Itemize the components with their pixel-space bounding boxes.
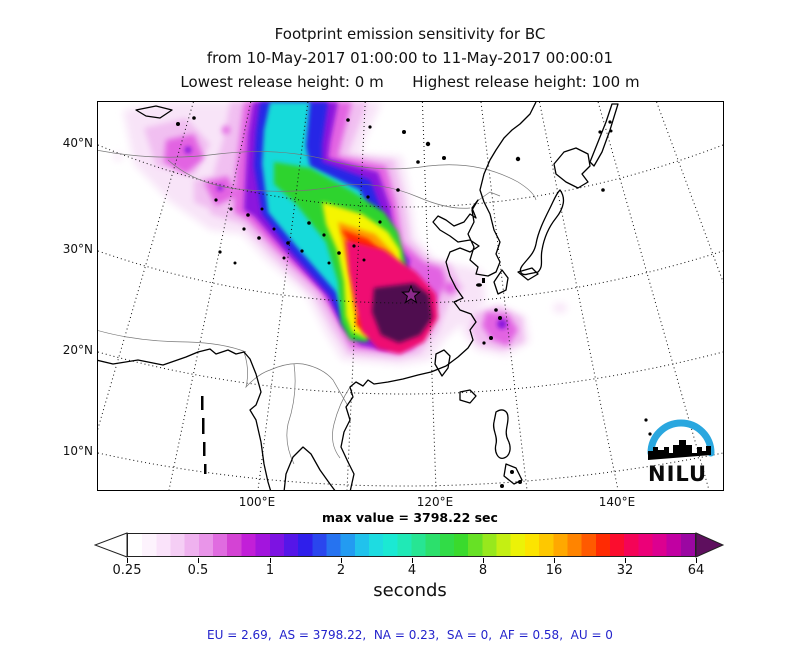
nilu-logo: NILU — [647, 419, 715, 486]
lat-tick-label: 10°N — [62, 444, 93, 458]
lon-tick-label: 120°E — [416, 495, 454, 509]
colorbar-under-arrow — [94, 532, 128, 558]
colorbar-unit-label: seconds — [373, 580, 447, 601]
lon-tick-label: 140°E — [598, 495, 636, 509]
colorbar-tick-value: 0.5 — [187, 563, 209, 578]
plume-field — [114, 102, 567, 365]
map-plot-area: NILU — [97, 101, 724, 491]
figure-subtitle-timerange: from 10-May-2017 01:00:00 to 11-May-2017… — [206, 49, 614, 67]
region-stats-line: EU = 2.69, AS = 3798.22, NA = 0.23, SA =… — [207, 628, 613, 642]
colorbar-tick-mark — [412, 558, 413, 563]
max-value-label: max value = 3798.22 sec — [322, 510, 498, 525]
colorbar-tick-value: 0.25 — [112, 563, 142, 578]
colorbar-tick-value: 2 — [336, 563, 346, 578]
map-svg: NILU — [98, 102, 723, 490]
country-borders — [98, 150, 537, 465]
colorbar-tick-value: 4 — [407, 563, 417, 578]
colorbar-tick-value: 1 — [265, 563, 275, 578]
colorbar-tick-mark — [270, 558, 271, 563]
release-point-star-icon — [401, 284, 421, 304]
colorbar-tick-value: 16 — [545, 563, 563, 578]
colorbar-gradient — [127, 533, 696, 557]
nilu-logo-skyline-icon — [648, 440, 711, 460]
lat-tick-label: 30°N — [62, 242, 93, 256]
colorbar-tick-mark — [554, 558, 555, 563]
colorbar-tick-mark — [341, 558, 342, 563]
colorbar-tick-mark — [483, 558, 484, 563]
colorbar-tick-value: 64 — [687, 563, 705, 578]
colorbar-tick-mark — [198, 558, 199, 563]
small-islands-and-lakes — [176, 116, 652, 488]
figure-title-block: Footprint emission sensitivity for BC fr… — [20, 22, 800, 94]
colorbar-tick-mark — [127, 558, 128, 563]
colorbar-tick-mark — [696, 558, 697, 563]
coastlines — [98, 102, 619, 490]
colorbar-tick-mark — [625, 558, 626, 563]
nilu-logo-text: NILU — [648, 462, 707, 486]
lat-tick-label: 20°N — [62, 343, 93, 357]
colorbar-over-arrow — [695, 532, 725, 558]
lat-tick-label: 40°N — [62, 136, 93, 150]
figure-subtitle-heights: Lowest release height: 0 m Highest relea… — [180, 73, 640, 91]
colorbar-tick-value: 32 — [616, 563, 634, 578]
nilu-logo-arc-icon — [647, 419, 715, 457]
colorbar-tick-value: 8 — [478, 563, 488, 578]
lon-tick-label: 100°E — [238, 495, 276, 509]
figure-title: Footprint emission sensitivity for BC — [274, 25, 546, 43]
